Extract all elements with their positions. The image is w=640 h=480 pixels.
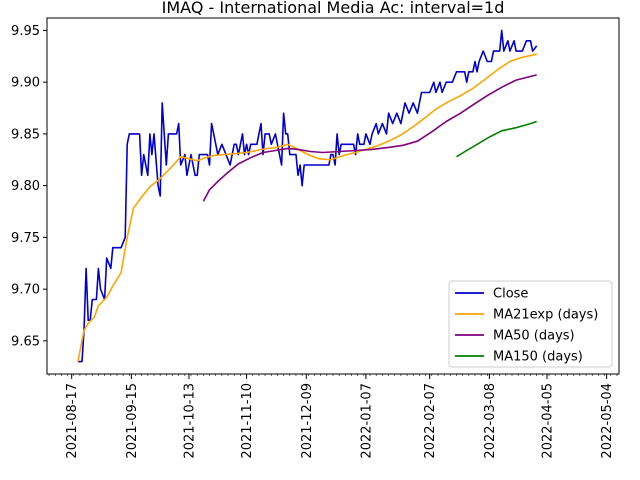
x-axis: 2021-08-17 2021-09-15 2021-10-13 2021-11-10… <box>48 374 618 459</box>
legend-label-3: MA150 (days) <box>493 350 583 365</box>
legend-label-1: MA21exp (days) <box>493 308 598 323</box>
x-tick-label: 2022-05-04 <box>600 383 615 459</box>
x-tick-label: 2021-10-13 <box>182 383 197 459</box>
y-tick-label: 9.75 <box>11 231 40 246</box>
y-tick-label: 9.65 <box>11 334 40 349</box>
y-tick-label: 9.85 <box>11 127 40 142</box>
x-tick-label: 2022-02-07 <box>423 383 438 459</box>
x-tick-label: 2021-08-17 <box>65 383 80 459</box>
legend-frame <box>448 280 613 368</box>
y-tick-label: 9.90 <box>11 76 40 91</box>
legend-label-2: MA50 (days) <box>493 329 575 344</box>
legend: Close MA21exp (days) MA50 (days) MA150 (day… <box>448 280 613 368</box>
x-tick-label: 2022-04-05 <box>540 383 555 459</box>
y-tick-label: 9.70 <box>11 283 40 298</box>
y-tick-label: 9.95 <box>11 24 40 39</box>
x-tick-label: 2021-09-15 <box>125 383 140 459</box>
series-layer <box>77 29 538 363</box>
series-line-3 <box>456 120 537 158</box>
legend-label-0: Close <box>493 287 528 302</box>
series-line-1 <box>77 53 537 362</box>
chart-title: IMAQ - International Media Ac: interval=… <box>162 0 505 17</box>
x-tick-label: 2022-01-07 <box>359 383 374 459</box>
x-tick-label: 2021-12-09 <box>300 383 315 459</box>
x-tick-label: 2022-03-08 <box>483 383 498 459</box>
y-tick-label: 9.80 <box>11 179 40 194</box>
series-line-0 <box>77 29 538 363</box>
x-tick-label: 2021-11-10 <box>240 383 255 459</box>
y-axis: 9.65 9.70 9.75 9.80 9.85 9.90 9.95 <box>11 24 47 349</box>
series-line-2 <box>202 74 537 202</box>
